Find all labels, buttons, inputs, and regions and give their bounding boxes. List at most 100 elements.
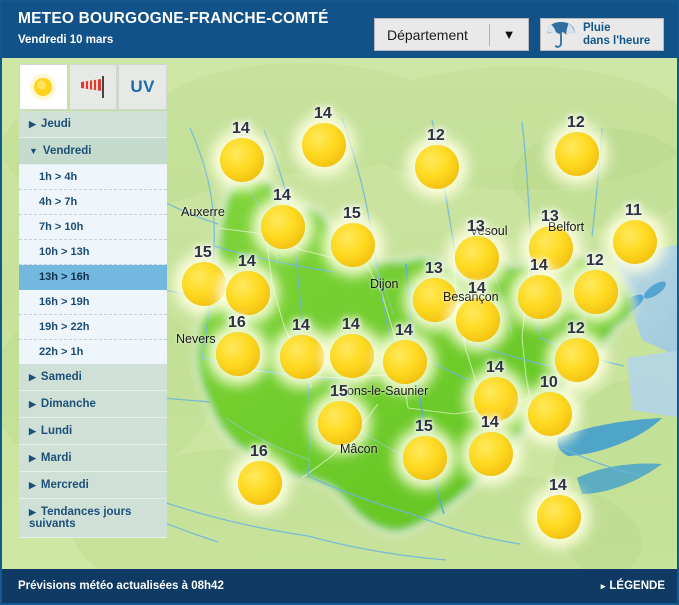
sidebar-day-tendances-jours-suivants[interactable]: ▶ Tendances jours suivants	[19, 499, 167, 538]
sun-icon	[220, 138, 264, 182]
sun-icon	[330, 334, 374, 378]
update-status-text: Prévisions météo actualisées à 08h42	[18, 580, 224, 592]
sidebar-day-jeudi[interactable]: ▶ Jeudi	[19, 111, 167, 138]
sun-icon	[331, 223, 375, 267]
rain-in-the-hour-button[interactable]: Pluie dans l'heure	[540, 18, 664, 51]
temperature-label: 14	[232, 120, 250, 137]
sidebar-day-mercredi[interactable]: ▶ Mercredi	[19, 472, 167, 499]
sidebar-day-label: Mardi	[40, 452, 72, 464]
temperature-label: 14	[342, 316, 360, 333]
legend-link[interactable]: ▸ LÉGENDE	[600, 580, 677, 592]
temperature-label: 14	[314, 105, 332, 122]
temperature-label: 14	[530, 257, 548, 274]
rain-button-line1: Pluie	[583, 21, 611, 34]
sun-icon	[182, 262, 226, 306]
hour-slot-4h-7h[interactable]: 4h > 7h	[19, 190, 167, 215]
sun-icon	[383, 340, 427, 384]
sun-icon	[469, 432, 513, 476]
sun-icon	[537, 495, 581, 539]
temperature-label: 14	[395, 322, 413, 339]
sun-icon	[30, 74, 57, 100]
sun-icon	[555, 132, 599, 176]
temperature-label: 15	[194, 244, 212, 261]
sun-icon	[455, 236, 499, 280]
windsock-icon	[81, 76, 104, 98]
sidebar-day-label: Lundi	[40, 425, 73, 437]
hour-slot-10h-13h[interactable]: 10h > 13h	[19, 240, 167, 265]
temperature-label: 12	[567, 320, 585, 337]
city-label-belfort: Belfort	[548, 220, 585, 234]
caret-right-icon: ▶	[29, 372, 36, 382]
chevron-down-icon[interactable]: ▼	[502, 27, 516, 42]
temperature-label: 11	[625, 202, 642, 219]
day-list: ▶ Jeudi ▼ Vendredi 1h > 4h 4h > 7h 7h > 10h 10h…	[19, 111, 167, 538]
sun-icon	[261, 205, 305, 249]
sun-icon	[413, 278, 457, 322]
page-title: METEO BOURGOGNE-FRANCHE-COMTÉ	[18, 10, 329, 27]
sun-icon	[238, 461, 282, 505]
temperature-label: 10	[540, 374, 558, 391]
hour-slot-22h-1h[interactable]: 22h > 1h	[39, 346, 84, 358]
sun-icon	[226, 271, 270, 315]
temperature-label: 12	[586, 252, 604, 269]
city-label-macon: Mâcon	[340, 442, 378, 456]
temperature-label: 14	[273, 187, 291, 204]
uv-label: UV	[130, 77, 155, 96]
caret-right-icon: ▶	[29, 480, 36, 490]
caret-right-icon: ▸	[600, 581, 606, 591]
sidebar-day-vendredi[interactable]: ▼ Vendredi	[19, 138, 167, 165]
sidebar-day-lundi[interactable]: ▶ Lundi	[19, 418, 167, 445]
sidebar-day-label: Tendances jours suivants	[29, 506, 132, 530]
forecast-sidebar: UV ▶ Jeudi ▼ Vendredi 1h > 4h 4h > 7h 7h > 10h…	[19, 64, 168, 538]
caret-down-icon: ▼	[29, 146, 38, 156]
caret-right-icon: ▶	[29, 119, 36, 129]
sidebar-day-label: Samedi	[40, 371, 82, 383]
sun-icon	[574, 270, 618, 314]
temperature-label: 15	[415, 418, 433, 435]
hour-slot-19h-22h[interactable]: 19h > 22h	[19, 315, 167, 340]
sun-icon	[403, 436, 447, 480]
caret-right-icon: ▶	[29, 453, 36, 463]
sun-icon	[555, 338, 599, 382]
temperature-label: 14	[292, 317, 310, 334]
city-label-lons-le-saunier: Lons-le-Saunier	[340, 384, 429, 398]
mode-tab-group: UV	[19, 64, 168, 110]
sun-icon	[216, 332, 260, 376]
sun-icon	[302, 123, 346, 167]
sidebar-day-label: Vendredi	[42, 145, 92, 157]
select-divider	[489, 23, 490, 46]
sun-icon	[518, 275, 562, 319]
tab-sun[interactable]	[19, 64, 68, 110]
temperature-label: 16	[228, 314, 246, 331]
sun-icon	[456, 298, 500, 342]
temperature-label: 13	[541, 208, 559, 225]
app-footer: Prévisions météo actualisées à 08h42 ▸ LÉ…	[2, 569, 677, 603]
sidebar-day-dimanche[interactable]: ▶ Dimanche	[19, 391, 167, 418]
sun-icon	[529, 226, 573, 270]
rain-button-label: Pluie dans l'heure	[583, 22, 650, 48]
sidebar-day-samedi[interactable]: ▶ Samedi	[19, 364, 167, 391]
sidebar-day-mardi[interactable]: ▶ Mardi	[19, 445, 167, 472]
sun-icon	[280, 335, 324, 379]
temperature-label: 15	[330, 383, 348, 400]
hour-slot-13h-16h[interactable]: 13h > 16h	[19, 265, 167, 290]
temperature-label: 14	[549, 477, 567, 494]
sun-icon	[528, 392, 572, 436]
hour-slot-list: 1h > 4h 4h > 7h 7h > 10h 10h > 13h 13h > 16h…	[19, 165, 167, 364]
temperature-label: 16	[250, 443, 268, 460]
caret-right-icon: ▶	[29, 507, 36, 517]
temperature-label: 12	[427, 127, 445, 144]
hour-slot-7h-10h[interactable]: 7h > 10h	[19, 215, 167, 240]
sun-icon	[474, 377, 518, 421]
hour-slot-1h-4h[interactable]: 1h > 4h	[19, 165, 167, 190]
city-label-nevers: Nevers	[176, 332, 216, 346]
sidebar-day-label: Jeudi	[40, 118, 71, 130]
department-select[interactable]: Département ▼	[374, 18, 529, 51]
temperature-label: 14	[486, 359, 504, 376]
tab-uv[interactable]: UV	[118, 64, 168, 110]
hour-slot-16h-19h[interactable]: 16h > 19h	[19, 290, 167, 315]
temperature-label: 13	[425, 260, 443, 277]
app-header: METEO BOURGOGNE-FRANCHE-COMTÉ Vendredi 1…	[2, 2, 677, 58]
tab-wind[interactable]	[68, 64, 118, 110]
